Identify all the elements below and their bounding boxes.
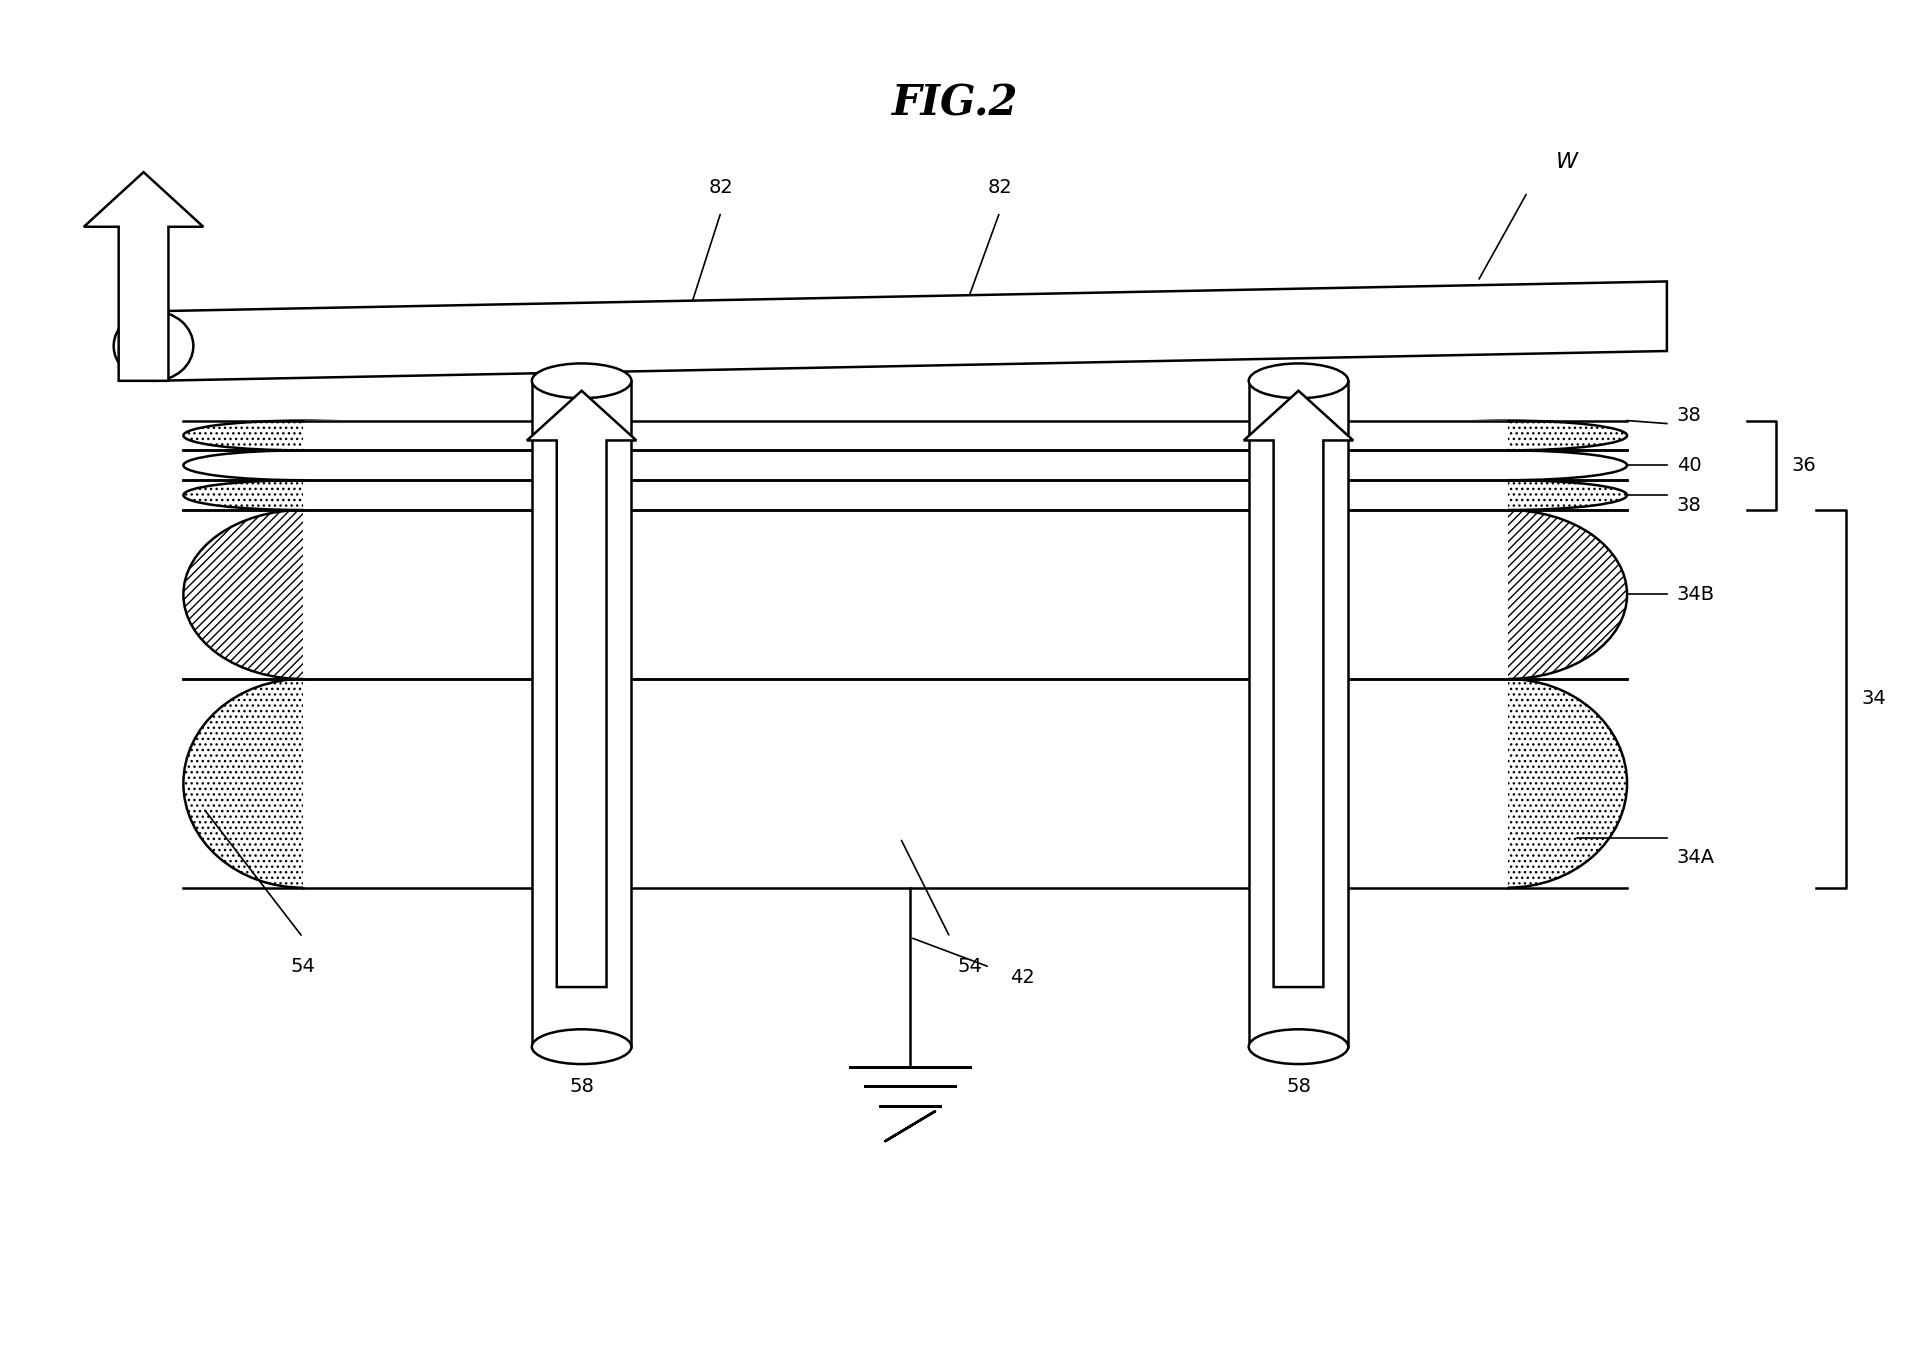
Bar bbox=[302, 421, 1508, 451]
Ellipse shape bbox=[1248, 1029, 1349, 1064]
Ellipse shape bbox=[1387, 421, 1626, 451]
Text: 34A: 34A bbox=[1676, 849, 1714, 867]
Text: 82: 82 bbox=[988, 178, 1013, 197]
Text: 58: 58 bbox=[569, 1077, 594, 1095]
Ellipse shape bbox=[531, 363, 631, 398]
Ellipse shape bbox=[183, 510, 422, 679]
Text: 36: 36 bbox=[1791, 456, 1815, 475]
Ellipse shape bbox=[183, 421, 422, 451]
Polygon shape bbox=[84, 173, 203, 380]
Ellipse shape bbox=[113, 312, 193, 380]
Text: W: W bbox=[1556, 152, 1578, 173]
Bar bbox=[302, 449, 428, 482]
Bar bbox=[1384, 509, 1508, 680]
Bar bbox=[302, 510, 1508, 679]
Ellipse shape bbox=[1387, 451, 1626, 480]
Ellipse shape bbox=[531, 1029, 631, 1064]
Bar bbox=[1384, 449, 1508, 482]
Ellipse shape bbox=[183, 480, 422, 510]
Text: 54: 54 bbox=[290, 958, 315, 977]
Bar bbox=[302, 509, 428, 680]
Bar bbox=[302, 480, 1508, 510]
Text: 38: 38 bbox=[1676, 406, 1701, 425]
Ellipse shape bbox=[1387, 480, 1626, 510]
Bar bbox=[302, 679, 1508, 888]
Text: 54: 54 bbox=[957, 958, 982, 977]
Ellipse shape bbox=[183, 679, 422, 888]
Polygon shape bbox=[1244, 391, 1353, 987]
Bar bbox=[302, 420, 428, 452]
Text: 40: 40 bbox=[1676, 456, 1701, 475]
Bar bbox=[1384, 679, 1508, 889]
Text: 34B: 34B bbox=[1676, 585, 1714, 604]
Polygon shape bbox=[153, 282, 1666, 380]
Bar bbox=[531, 380, 631, 1047]
Ellipse shape bbox=[183, 451, 422, 480]
Text: 38: 38 bbox=[1676, 495, 1701, 514]
Bar bbox=[302, 451, 1508, 480]
Ellipse shape bbox=[1248, 363, 1349, 398]
Text: FIG.2: FIG.2 bbox=[892, 82, 1019, 124]
Text: 82: 82 bbox=[709, 178, 734, 197]
Text: 42: 42 bbox=[1009, 967, 1034, 986]
Bar bbox=[302, 679, 428, 889]
Text: 34: 34 bbox=[1861, 689, 1886, 708]
Ellipse shape bbox=[1387, 510, 1626, 679]
Text: 58: 58 bbox=[1286, 1077, 1311, 1095]
Bar bbox=[1384, 420, 1508, 452]
Bar bbox=[1248, 380, 1349, 1047]
Polygon shape bbox=[527, 391, 636, 987]
Bar bbox=[302, 479, 428, 511]
Ellipse shape bbox=[1387, 679, 1626, 888]
Bar bbox=[1384, 479, 1508, 511]
